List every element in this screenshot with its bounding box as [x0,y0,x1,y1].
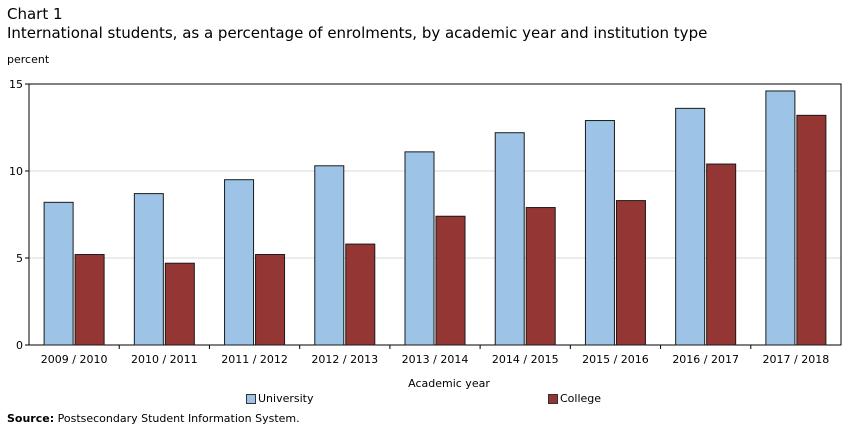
legend-item-university: University [246,392,314,406]
legend-swatch-college [548,394,558,404]
bar-university [133,193,164,346]
x-tick-label: 2012 / 2013 [311,353,378,366]
chart-title: International students, as a percentage … [7,24,708,42]
y-tick-label: 0 [16,339,23,352]
x-tick-label: 2011 / 2012 [221,353,288,366]
bar-college [255,254,286,346]
bar-university [675,107,706,346]
x-tick-label: 2015 / 2016 [582,353,649,366]
bar-college [796,114,827,346]
x-tick-label: 2016 / 2017 [672,353,739,366]
legend-swatch-university [246,394,256,404]
bar-college [74,254,105,346]
bar-college [615,200,646,346]
x-axis-label: Academic year [408,377,490,390]
plot-frame [28,83,842,346]
bar-college [525,207,556,346]
bar-college [345,243,376,346]
x-tick-label: 2017 / 2018 [763,353,830,366]
legend-label-college: College [560,392,602,405]
source-text: Postsecondary Student Information System… [57,412,300,425]
source-note: Source: Postsecondary Student Informatio… [7,412,300,426]
x-tick-label: 2010 / 2011 [131,353,198,366]
bar-university [224,179,255,346]
bar-university [584,120,615,346]
x-tick-label: 2014 / 2015 [492,353,559,366]
bar-university [494,132,525,346]
x-tick-label: 2013 / 2014 [402,353,469,366]
y-axis-unit-label: percent [7,53,50,66]
bar-university [404,151,435,346]
x-tick-label: 2009 / 2010 [41,353,108,366]
source-prefix: Source: [7,412,55,425]
legend-item-college: College [548,392,601,406]
bar-college [706,163,737,346]
bar-university [43,201,74,346]
legend-label-university: University [258,392,314,405]
bar-college [164,262,195,346]
y-tick-label: 10 [9,165,23,178]
chart-label: Chart 1 [7,5,63,23]
y-tick-label: 15 [9,78,23,91]
bar-university [314,165,345,346]
y-tick-label: 5 [16,252,23,265]
bar-chart: 0 5 10 15 2009 / 2010 2010 / 2011 2011 / 2012 2… [9,78,842,390]
bar-college [435,215,466,346]
bar-university [765,90,796,346]
